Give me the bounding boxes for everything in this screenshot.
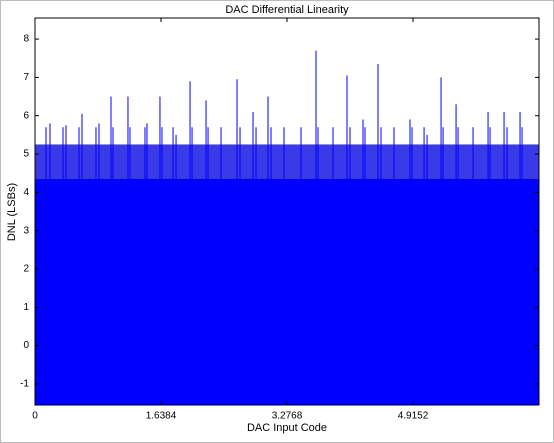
x-tick-label: 1.6384 <box>146 411 177 422</box>
y-tick-label: 5 <box>23 149 29 160</box>
y-tick-label: 3 <box>23 225 29 236</box>
x-tick-label: 4.9152 <box>398 411 429 422</box>
y-tick-label: -1 <box>20 379 29 390</box>
dense-band-lower <box>35 178 539 405</box>
x-tick-label: 0 <box>32 411 38 422</box>
y-tick-label: 1 <box>23 302 29 313</box>
y-tick-label: 4 <box>23 187 29 198</box>
chart-title: DAC Differential Linearity <box>225 4 349 16</box>
x-tick-label: 3.2768 <box>272 411 303 422</box>
y-tick-label: 8 <box>23 34 29 45</box>
y-tick-label: 7 <box>23 72 29 83</box>
y-tick-label: 2 <box>23 264 29 275</box>
y-axis-label: DNL (LSBs) <box>6 183 18 241</box>
x-axis-label: DAC Input Code <box>247 422 327 434</box>
y-tick-label: 6 <box>23 110 29 121</box>
y-tick-label: 0 <box>23 340 29 351</box>
